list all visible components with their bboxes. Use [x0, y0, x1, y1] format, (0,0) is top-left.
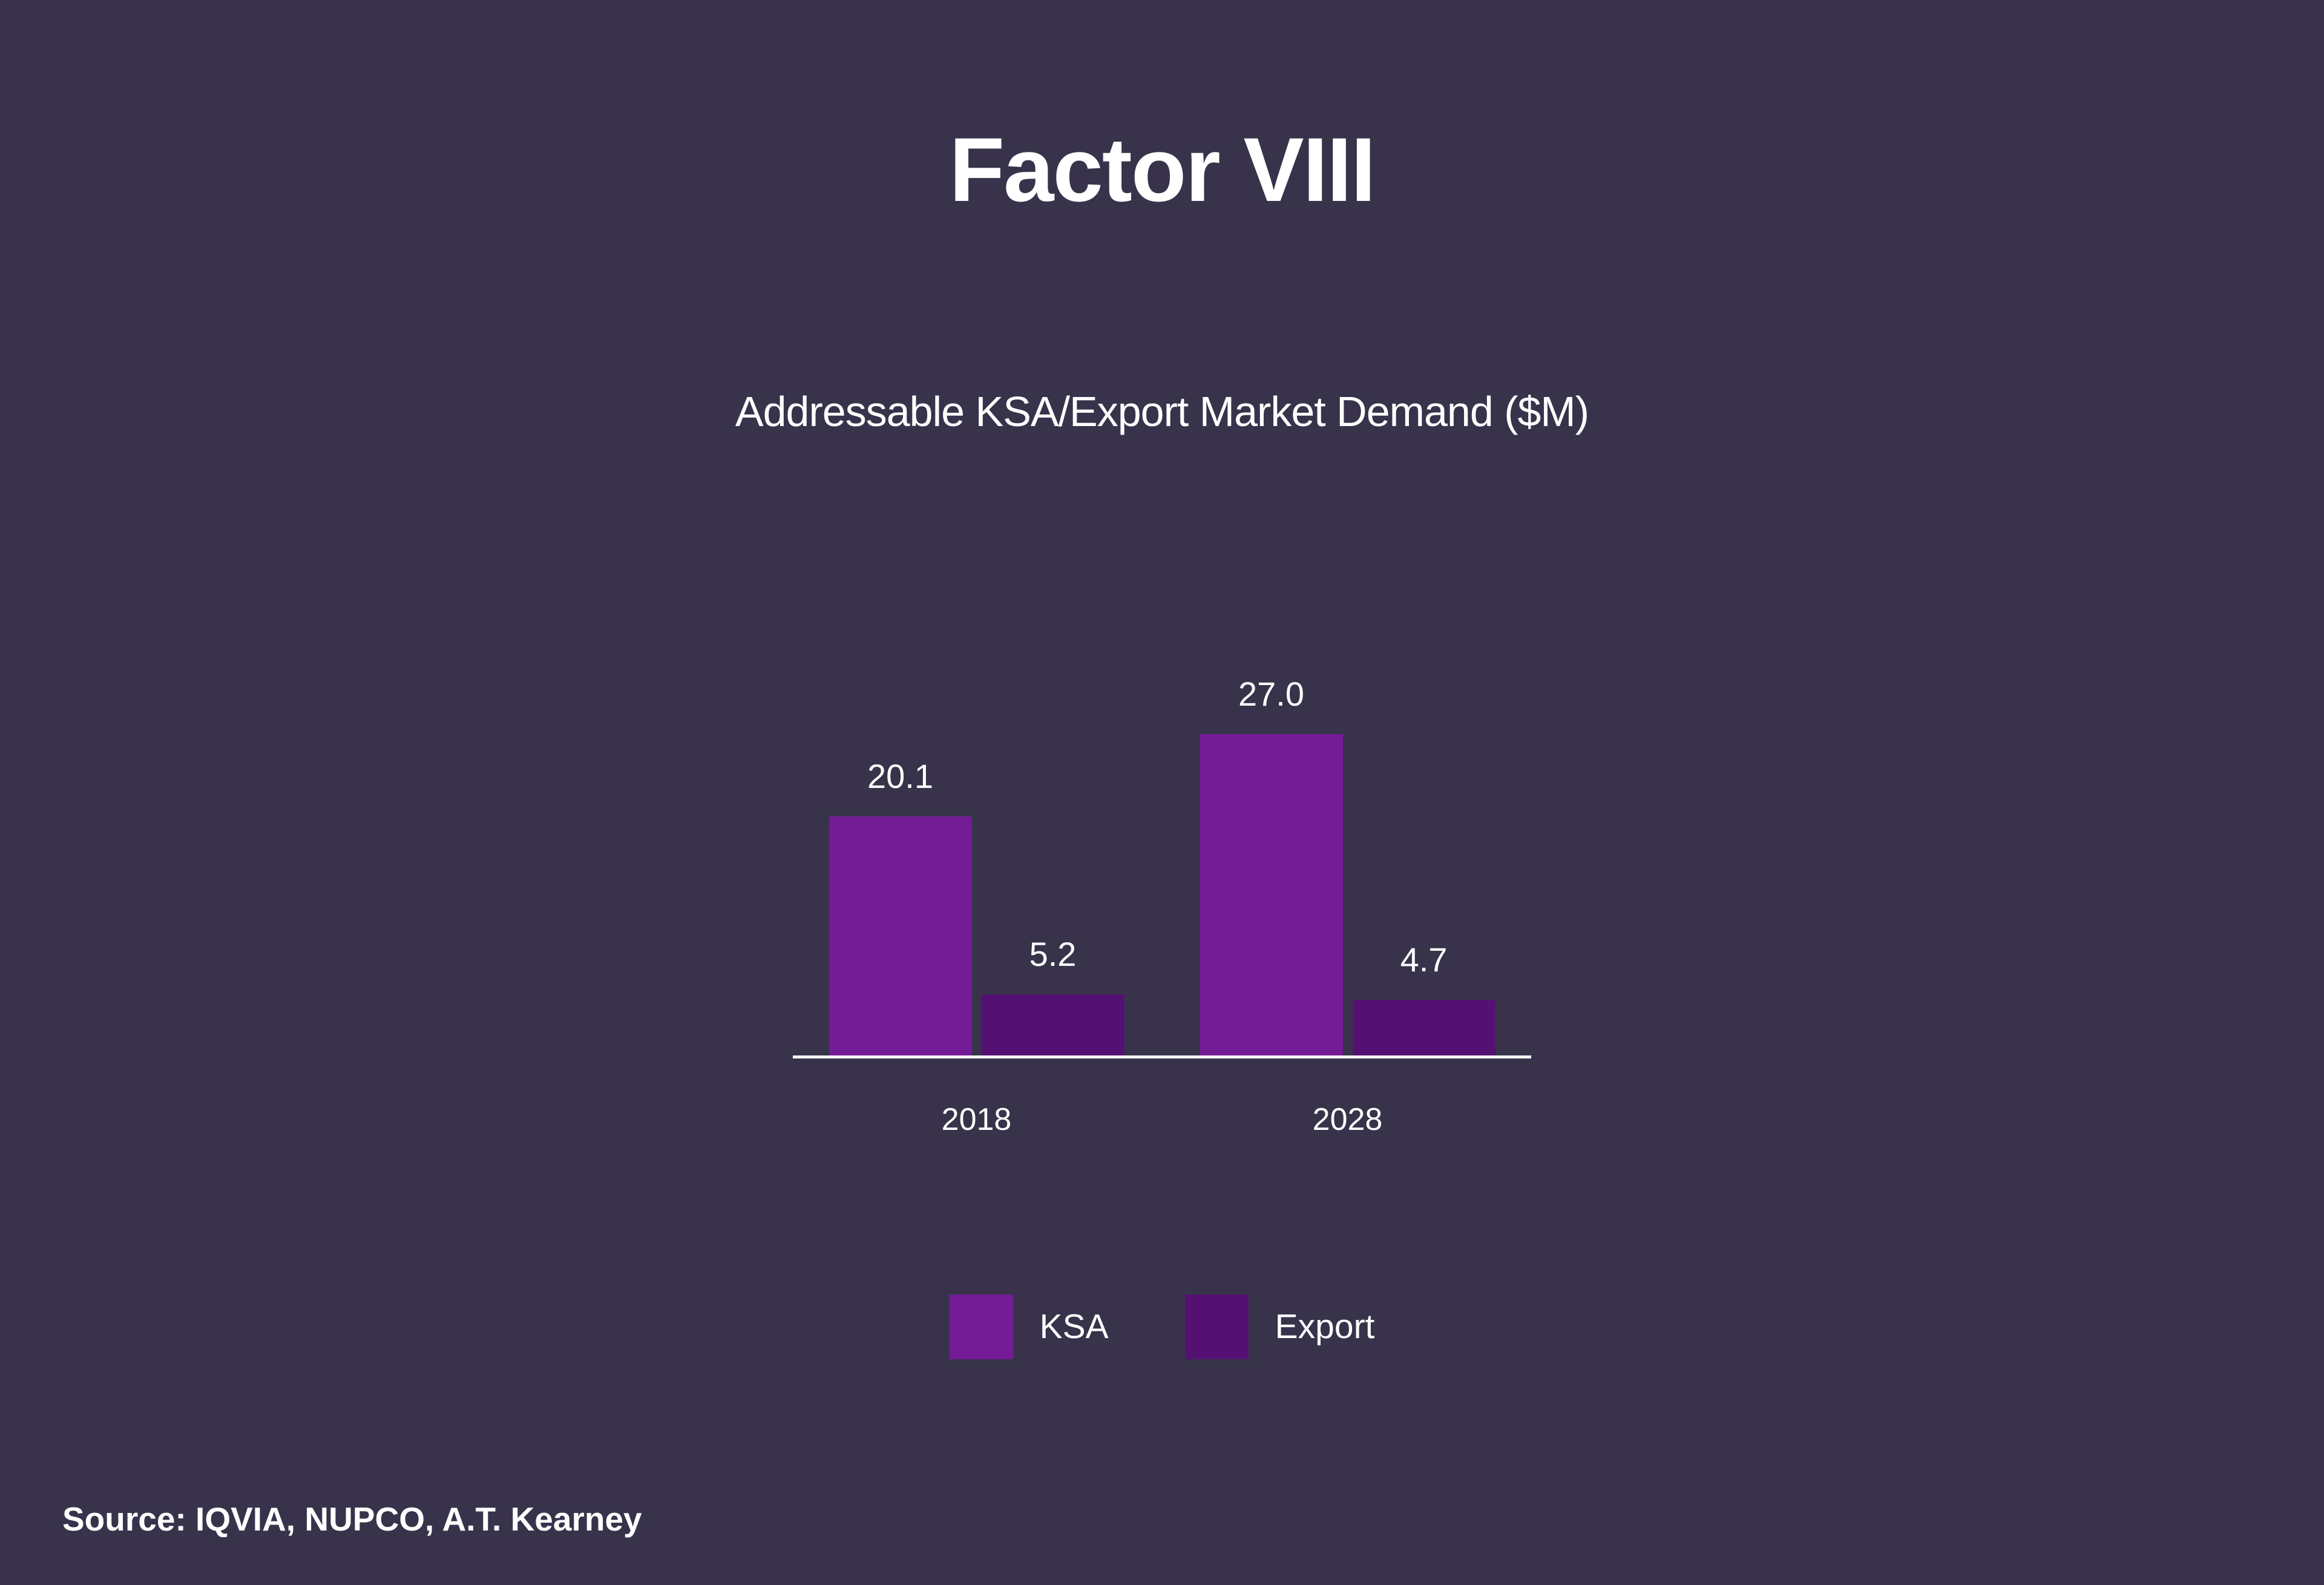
legend-item-export: Export	[1184, 1295, 1375, 1359]
bar-ksa-2018	[829, 816, 972, 1056]
x-axis-label-2018: 2018	[941, 1102, 1012, 1137]
bar-export-2018	[981, 994, 1124, 1056]
page-title: Factor VIII	[949, 119, 1376, 220]
legend-item-ksa: KSA	[949, 1295, 1109, 1359]
chart-title: Addressable KSA/Export Market Demand ($M…	[735, 388, 1589, 435]
value-label-ksa-2018: 20.1	[867, 757, 933, 795]
bar-export-2028	[1352, 1000, 1495, 1056]
value-label-export-2028: 4.7	[1400, 940, 1448, 979]
export-legend-label: Export	[1275, 1307, 1375, 1346]
chart-legend: KSA Export	[0, 1295, 2324, 1359]
ksa-legend-label: KSA	[1039, 1307, 1109, 1346]
export-legend-swatch	[1184, 1295, 1249, 1359]
x-axis-label-2028: 2028	[1312, 1102, 1383, 1137]
bar-ksa-2028	[1200, 734, 1343, 1056]
value-label-export-2018: 5.2	[1029, 935, 1077, 973]
value-label-ksa-2028: 27.0	[1238, 675, 1304, 713]
x-axis-line	[793, 1055, 1531, 1058]
ksa-legend-swatch	[949, 1295, 1013, 1359]
bar-chart: 20.1 5.2 2018 27.0 4.7 2028	[793, 666, 1531, 1137]
source-note: Source: IQVIA, NUPCO, A.T. Kearney	[62, 1500, 642, 1538]
